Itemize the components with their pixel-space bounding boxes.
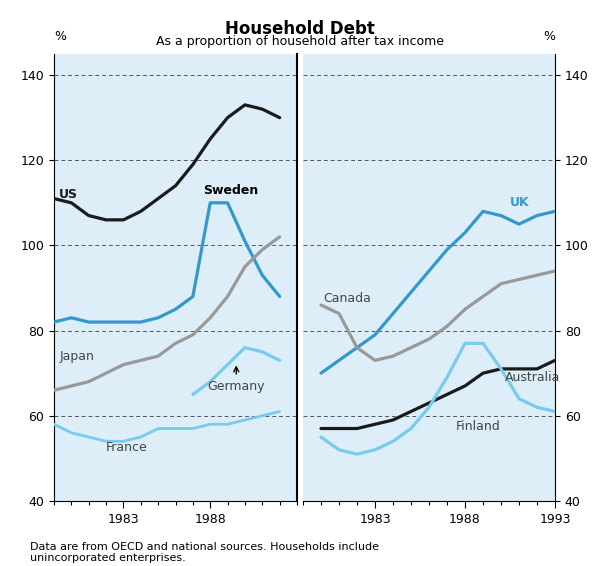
Text: US: US: [59, 188, 78, 201]
Text: Canada: Canada: [323, 292, 371, 305]
Text: UK: UK: [510, 196, 530, 209]
Text: France: France: [106, 441, 148, 454]
Text: As a proportion of household after tax income: As a proportion of household after tax i…: [156, 35, 444, 48]
Text: Japan: Japan: [59, 350, 94, 363]
Text: %: %: [543, 29, 555, 42]
Text: Sweden: Sweden: [203, 183, 259, 196]
Text: Finland: Finland: [456, 420, 501, 433]
Text: Household Debt: Household Debt: [225, 20, 375, 38]
Text: Data are from OECD and national sources. Households include
unincorporated enter: Data are from OECD and national sources.…: [30, 542, 379, 563]
Text: Germany: Germany: [208, 367, 265, 393]
Text: %: %: [54, 29, 66, 42]
Text: Australia: Australia: [505, 371, 560, 384]
